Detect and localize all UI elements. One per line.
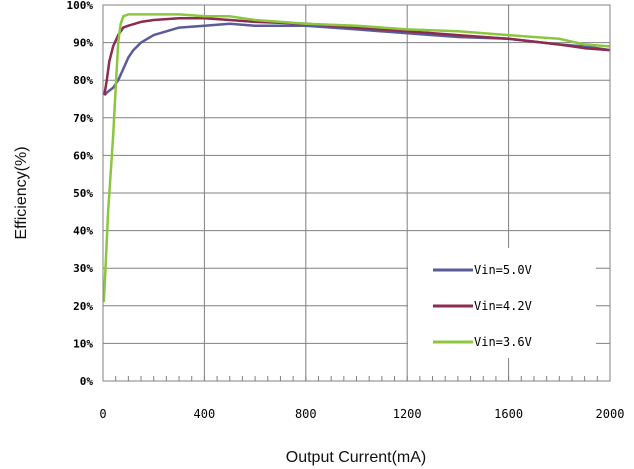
- plot-border: [102, 4, 611, 382]
- legend: Vin=5.0V Vin=4.2V Vin=3.6V: [408, 248, 596, 358]
- legend-label-2: Vin=4.2V: [474, 299, 532, 313]
- series-line-3: [102, 13, 611, 303]
- x-tick-labels: 0 400 800 1200 1600 2000: [99, 407, 624, 421]
- x-tick-label: 800: [295, 407, 317, 421]
- y-tick-label: 30%: [73, 262, 93, 275]
- y-tick-label: 50%: [73, 187, 93, 200]
- y-tick-label: 10%: [73, 337, 93, 350]
- x-tick-label: 1200: [393, 407, 422, 421]
- legend-label-1: Vin=5.0V: [474, 263, 532, 277]
- x-tick-label: 0: [99, 407, 106, 421]
- legend-label-3: Vin=3.6V: [474, 335, 532, 349]
- y-tick-label: 0%: [80, 375, 94, 388]
- y-tick-label: 60%: [73, 149, 93, 162]
- grid-lines: [103, 5, 610, 381]
- y-tick-label: 70%: [73, 112, 93, 125]
- y-tick-label: 80%: [73, 74, 93, 87]
- y-tick-label: 40%: [73, 225, 93, 238]
- series-line-2: [103, 16, 611, 96]
- x-tick-label: 1600: [494, 407, 523, 421]
- series-lines: [102, 13, 611, 303]
- x-tick-label: 2000: [596, 407, 625, 421]
- y-axis-title: Efficiency(%): [13, 146, 30, 239]
- y-tick-labels: 0% 10% 20% 30% 40% 50% 60% 70% 80% 90% 100%: [67, 0, 94, 388]
- y-tick-label: 20%: [73, 300, 93, 313]
- y-tick-label: 100%: [67, 0, 94, 12]
- legend-box: [408, 248, 596, 358]
- x-tick-label: 400: [194, 407, 216, 421]
- x-minor-ticks: [115, 376, 598, 381]
- x-axis-title: Output Current(mA): [286, 449, 426, 466]
- y-tick-label: 90%: [73, 37, 93, 50]
